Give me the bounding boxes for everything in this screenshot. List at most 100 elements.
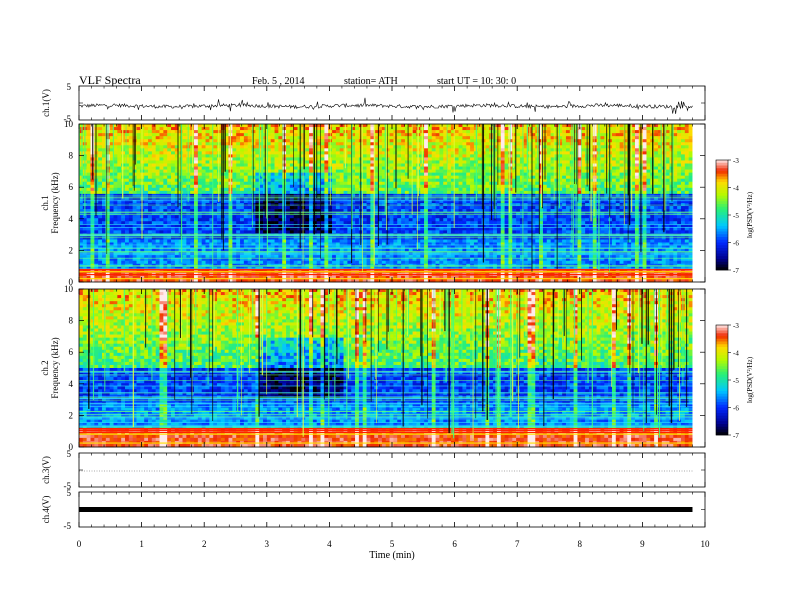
spectrogram-cell xyxy=(144,242,149,246)
spectrogram-cell xyxy=(293,163,298,167)
spectrogram-cell xyxy=(213,239,218,243)
spectrogram-cell xyxy=(320,242,325,246)
spectrogram-cell xyxy=(163,187,168,192)
spectrogram-cell xyxy=(378,181,383,186)
spectrogram-cell xyxy=(393,230,398,234)
spectrogram-cell xyxy=(389,154,394,158)
spectrogram-cell xyxy=(236,187,241,192)
spectrogram-cell xyxy=(412,239,417,243)
spectrogram-cell xyxy=(144,199,149,204)
spectrogram-cell xyxy=(228,260,233,265)
spectrogram-cell xyxy=(355,163,360,167)
spectrogram-cell xyxy=(186,203,191,207)
spectrogram-cell xyxy=(435,242,440,246)
spectrogram-cell xyxy=(385,160,390,164)
spectrogram-cell xyxy=(128,136,133,140)
spectrogram-cell xyxy=(255,169,260,173)
spectrogram-cell xyxy=(79,184,84,189)
spectrogram-cell xyxy=(209,227,214,231)
spectrogram-cell xyxy=(324,136,329,140)
spectrogram-cell xyxy=(293,166,298,170)
spectrogram-cell xyxy=(404,133,410,137)
spectrogram-cell xyxy=(320,163,325,167)
spectrogram-cell xyxy=(79,166,84,170)
spectrogram-cell xyxy=(431,260,436,265)
spectrogram-cell xyxy=(205,154,210,158)
spectrogram-cell xyxy=(305,221,310,225)
spectrogram-cell xyxy=(397,224,402,228)
spectrogram-cell xyxy=(286,260,291,265)
spectrogram-cell xyxy=(401,172,406,176)
spectrogram-cell xyxy=(435,142,440,146)
spectrogram-cell xyxy=(408,154,413,158)
spectrogram-cell xyxy=(79,163,84,167)
spectrogram-cell xyxy=(366,175,371,179)
spectrogram-cell xyxy=(82,254,87,258)
spectrogram-cell xyxy=(182,227,187,231)
spectrogram-cell xyxy=(209,275,214,280)
spectrogram-cell xyxy=(82,230,87,234)
spectrogram-cell xyxy=(309,224,314,228)
spectrogram-cell xyxy=(255,148,260,152)
spectrogram-cell xyxy=(102,148,107,152)
spectrogram-cell xyxy=(197,242,202,246)
spectrogram-cell xyxy=(370,151,375,155)
spectrogram-cell xyxy=(289,142,295,146)
spectrogram-cell xyxy=(132,209,137,213)
spectrogram-cell xyxy=(136,215,141,219)
spectrogram-cell xyxy=(205,184,210,189)
spectrogram-cell xyxy=(155,193,160,198)
spectrogram-cell xyxy=(408,157,413,161)
spectrogram-cell xyxy=(381,199,387,204)
spectrogram-cell xyxy=(316,260,321,265)
spectrogram-cell xyxy=(397,260,402,265)
spectrogram-cell xyxy=(427,190,433,195)
spectrogram-cell xyxy=(117,124,122,128)
spectrogram-cell xyxy=(274,218,279,222)
spectrogram-cell xyxy=(128,124,133,128)
spectrogram-cell xyxy=(408,257,413,262)
spectrogram-cell xyxy=(266,203,272,207)
spectrogram-cell xyxy=(86,215,91,219)
spectrogram-cell xyxy=(243,215,248,219)
spectrogram-cell xyxy=(274,175,279,179)
spectrogram-cell xyxy=(335,254,341,258)
spectrogram-cell xyxy=(105,187,110,192)
spectrogram-cell xyxy=(355,187,360,192)
spectrogram-cell xyxy=(427,199,433,204)
spectrogram-cell xyxy=(431,248,436,252)
spectrogram-cell xyxy=(79,136,84,140)
spectrogram-cell xyxy=(335,148,341,152)
spectrogram-cell xyxy=(351,230,356,234)
spectrogram-cell xyxy=(286,248,291,252)
spectrogram-cell xyxy=(266,221,272,225)
spectrogram-cell xyxy=(397,127,402,131)
spectrogram-cell xyxy=(274,145,279,149)
spectrogram-cell xyxy=(109,212,114,216)
spectrogram-cell xyxy=(255,130,260,134)
spectrogram-cell xyxy=(427,145,433,149)
spectrogram-cell xyxy=(105,230,110,234)
spectrogram-cell xyxy=(232,257,237,262)
spectrogram-cell xyxy=(194,145,199,149)
spectrogram-cell xyxy=(113,166,118,170)
spectrogram-cell xyxy=(297,257,302,262)
spectrogram-cell xyxy=(351,193,356,198)
spectrogram-cell xyxy=(404,187,410,192)
spectrogram-cell xyxy=(328,215,333,219)
spectrogram-cell xyxy=(435,190,440,195)
spectrogram-cell xyxy=(171,221,176,225)
spectrogram-cell xyxy=(351,190,356,195)
spectrogram-cell xyxy=(163,181,168,186)
spectrogram-cell xyxy=(274,190,279,195)
spectrogram-cell xyxy=(174,227,179,231)
spectrogram-cell xyxy=(435,157,440,161)
spectrogram-cell xyxy=(128,239,133,243)
spectrogram-cell xyxy=(163,133,168,137)
spectrogram-cell xyxy=(102,160,107,164)
spectrogram-cell xyxy=(163,130,168,134)
spectrogram-cell xyxy=(427,260,433,265)
spectrogram-cell xyxy=(424,275,429,280)
spectrogram-cell xyxy=(259,199,264,204)
spectrogram-cell xyxy=(278,154,283,158)
